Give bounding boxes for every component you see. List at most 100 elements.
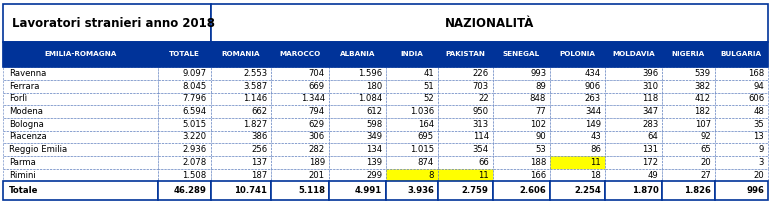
Text: TOTALE: TOTALE <box>169 51 200 57</box>
Bar <box>550 143 605 156</box>
Bar <box>715 42 768 67</box>
Text: NIGERIA: NIGERIA <box>672 51 705 57</box>
Bar <box>493 118 550 131</box>
Bar <box>605 143 662 156</box>
Text: 188: 188 <box>530 158 546 167</box>
Text: 182: 182 <box>695 107 711 116</box>
Text: 10.741: 10.741 <box>234 186 268 195</box>
Bar <box>271 105 328 118</box>
Text: 65: 65 <box>700 145 711 154</box>
Bar <box>550 156 605 169</box>
Bar <box>271 143 328 156</box>
Bar <box>715 143 768 156</box>
Text: 874: 874 <box>418 158 434 167</box>
Text: 2.759: 2.759 <box>462 186 489 195</box>
Text: 13: 13 <box>753 132 764 142</box>
Text: 166: 166 <box>530 171 546 180</box>
Text: 51: 51 <box>423 82 434 91</box>
Bar <box>438 42 493 67</box>
Text: Reggio Emilia: Reggio Emilia <box>9 145 67 154</box>
Text: 1.508: 1.508 <box>183 171 207 180</box>
Text: 9: 9 <box>759 145 764 154</box>
Text: Bologna: Bologna <box>9 120 44 129</box>
Text: 263: 263 <box>585 94 601 103</box>
Bar <box>438 80 493 93</box>
Text: EMILIA-ROMAGNA: EMILIA-ROMAGNA <box>45 51 117 57</box>
Text: 612: 612 <box>366 107 382 116</box>
Text: 256: 256 <box>251 145 268 154</box>
Bar <box>210 156 271 169</box>
Bar <box>210 169 271 181</box>
Text: 2.254: 2.254 <box>574 186 601 195</box>
Bar <box>438 181 493 200</box>
Bar <box>550 93 605 105</box>
Bar <box>493 156 550 169</box>
Bar <box>550 67 605 80</box>
Text: 172: 172 <box>642 158 658 167</box>
Text: 90: 90 <box>535 132 546 142</box>
Bar <box>386 105 438 118</box>
Text: 1.827: 1.827 <box>243 120 268 129</box>
Bar <box>493 93 550 105</box>
Text: 11: 11 <box>591 158 601 167</box>
Bar <box>210 181 271 200</box>
Bar <box>715 118 768 131</box>
Bar <box>662 156 715 169</box>
Text: 66: 66 <box>478 158 489 167</box>
Text: 226: 226 <box>473 69 489 78</box>
Text: 598: 598 <box>366 120 382 129</box>
Text: 22: 22 <box>478 94 489 103</box>
Text: 386: 386 <box>251 132 268 142</box>
Text: 434: 434 <box>585 69 601 78</box>
Text: ROMANIA: ROMANIA <box>222 51 261 57</box>
Text: Ravenna: Ravenna <box>9 69 46 78</box>
Bar <box>328 169 386 181</box>
Text: 1.146: 1.146 <box>244 94 268 103</box>
Text: 189: 189 <box>308 158 325 167</box>
Text: 77: 77 <box>535 107 546 116</box>
Bar <box>386 181 438 200</box>
Bar <box>3 169 158 181</box>
Text: Forlì: Forlì <box>9 94 27 103</box>
Bar <box>493 80 550 93</box>
Text: 282: 282 <box>308 145 325 154</box>
Text: 310: 310 <box>642 82 658 91</box>
Bar <box>605 93 662 105</box>
Bar <box>3 181 158 200</box>
Bar <box>605 156 662 169</box>
Text: 344: 344 <box>585 107 601 116</box>
Bar <box>3 67 158 80</box>
Bar <box>662 169 715 181</box>
Bar <box>493 181 550 200</box>
Text: 313: 313 <box>473 120 489 129</box>
Bar <box>328 80 386 93</box>
Bar <box>662 80 715 93</box>
Bar <box>662 181 715 200</box>
Bar <box>210 4 768 42</box>
Text: 8: 8 <box>429 171 434 180</box>
Bar <box>493 105 550 118</box>
Text: 299: 299 <box>366 171 382 180</box>
Bar <box>550 181 605 200</box>
Text: 349: 349 <box>366 132 382 142</box>
Text: 180: 180 <box>366 82 382 91</box>
Text: 9.097: 9.097 <box>183 69 207 78</box>
Text: 201: 201 <box>308 171 325 180</box>
Text: Totale: Totale <box>9 186 39 195</box>
Bar <box>210 93 271 105</box>
Bar <box>438 131 493 143</box>
Bar <box>386 93 438 105</box>
Bar <box>715 156 768 169</box>
Bar <box>328 181 386 200</box>
Text: 139: 139 <box>366 158 382 167</box>
Text: Parma: Parma <box>9 158 35 167</box>
Text: 53: 53 <box>535 145 546 154</box>
Text: 347: 347 <box>642 107 658 116</box>
Bar <box>210 67 271 80</box>
Bar <box>210 42 271 67</box>
Text: SENEGAL: SENEGAL <box>503 51 540 57</box>
Bar <box>271 156 328 169</box>
Text: Modena: Modena <box>9 107 43 116</box>
Text: 1.870: 1.870 <box>631 186 658 195</box>
Text: 669: 669 <box>308 82 325 91</box>
